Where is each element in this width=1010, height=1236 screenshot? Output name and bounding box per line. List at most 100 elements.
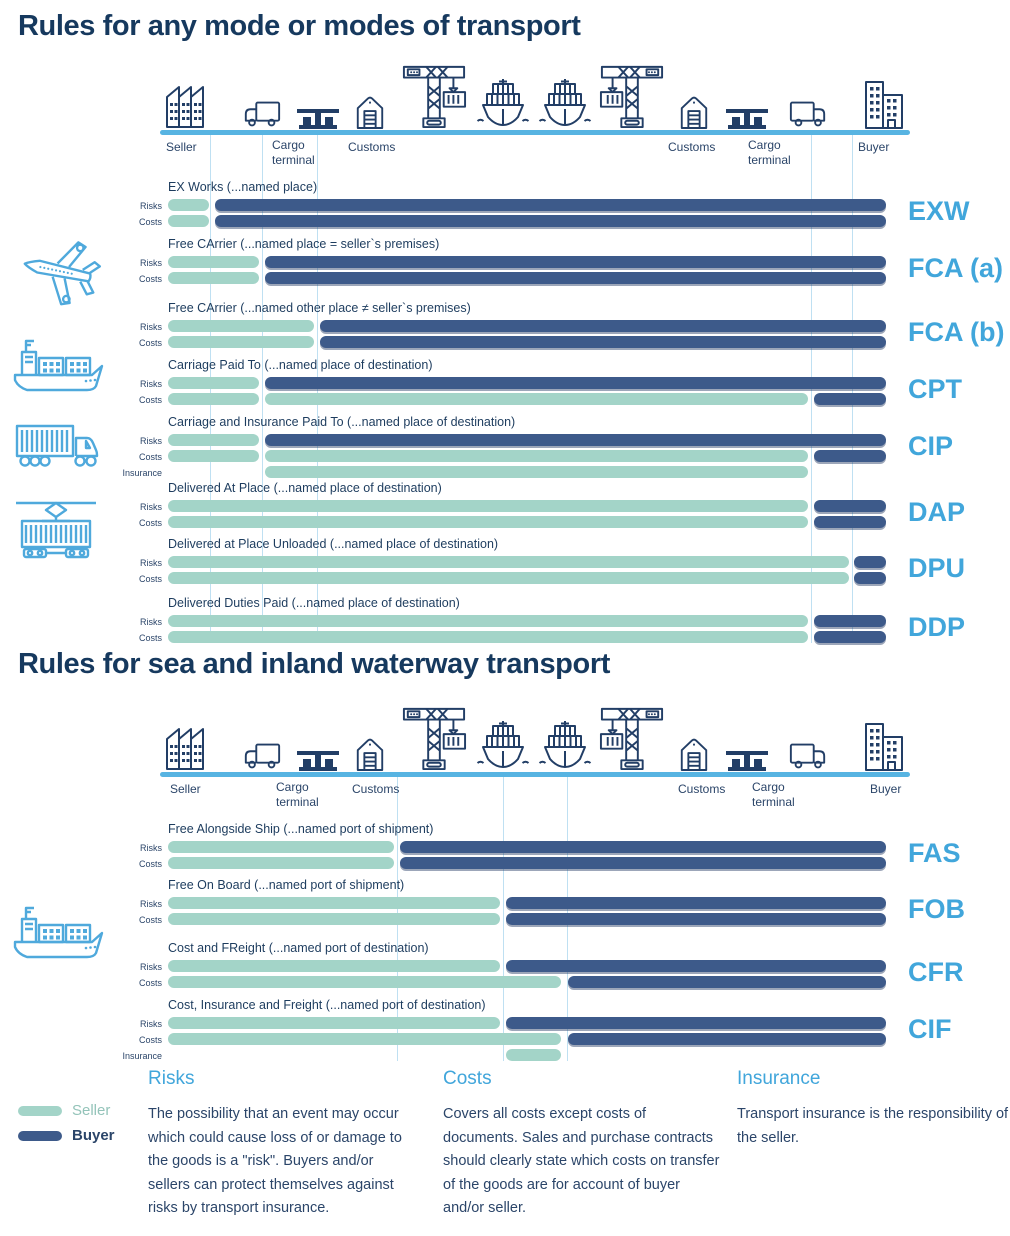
risks-bar-seller: [168, 556, 849, 568]
factory-icon: [162, 83, 214, 129]
semitruck-icon: [14, 420, 104, 472]
costs-bar-buyer: [400, 857, 886, 869]
ship-icon: [538, 719, 592, 771]
truck-icon: [788, 99, 828, 129]
costs-bar-buyer: [814, 516, 886, 528]
track-label: Costs: [138, 338, 162, 348]
track-label: Costs: [138, 274, 162, 284]
track-label: Insurance: [122, 1051, 162, 1061]
insurance-bar-seller: [265, 466, 808, 478]
track-label: Costs: [138, 978, 162, 988]
plane-icon: [16, 230, 102, 312]
risks-bar-seller: [168, 841, 394, 853]
zone-label: Cargo terminal: [748, 138, 791, 167]
risks-bar-seller: [168, 960, 500, 972]
ship-icon: [476, 719, 530, 771]
section1-title: Rules for any mode or modes of transport: [18, 10, 581, 42]
costs-bar-buyer: [320, 336, 886, 348]
zone-label: Customs: [348, 140, 396, 154]
truck-icon: [788, 741, 828, 771]
incoterm-name: Delivered At Place (...named place of de…: [168, 481, 442, 495]
terminal-icon: [295, 751, 341, 771]
risks-bar-buyer: [265, 377, 886, 389]
risks-bar-buyer: [506, 1017, 886, 1029]
guide-line: [262, 135, 263, 643]
track-label: Insurance: [122, 468, 162, 478]
costs-bar-buyer: [814, 631, 886, 643]
zone-label: Customs: [668, 140, 716, 154]
risks-bar-seller: [168, 199, 209, 211]
track-label: Risks: [140, 258, 162, 268]
track-label: Costs: [138, 395, 162, 405]
costs-bar-seller: [168, 572, 849, 584]
warehouse-icon: [354, 737, 386, 771]
costs-bar-seller: [168, 336, 314, 348]
track-label: Costs: [138, 452, 162, 462]
track-label: Costs: [138, 633, 162, 643]
zone-label: Buyer: [858, 140, 890, 154]
risks-footnote-text: The possibility that an event may occur …: [148, 1106, 402, 1216]
incoterm-code: FAS: [908, 838, 961, 868]
truck-icon: [242, 99, 282, 129]
insurance-footnote-title: Insurance: [737, 1068, 821, 1089]
track-label: Costs: [138, 574, 162, 584]
crane-icon: [596, 705, 668, 771]
incoterm-name: Delivered at Place Unloaded (...named pl…: [168, 537, 499, 551]
track-label: Risks: [140, 843, 162, 853]
costs-bar-seller: [265, 393, 808, 405]
risks-bar-seller: [168, 897, 500, 909]
cargoship-icon: [12, 336, 104, 396]
warehouse-icon: [678, 95, 710, 129]
zone-label: Customs: [352, 782, 400, 796]
risks-bar-buyer: [854, 556, 886, 568]
track-label: Risks: [140, 617, 162, 627]
zone-label: Seller: [166, 140, 197, 154]
warehouse-icon: [354, 95, 386, 129]
zone-label: Seller: [170, 782, 201, 796]
crane-icon: [398, 63, 470, 129]
risks-bar-buyer: [400, 841, 886, 853]
track-label: Risks: [140, 201, 162, 211]
train-icon: [14, 498, 98, 560]
risks-bar-seller: [168, 320, 314, 332]
risks-bar-seller: [168, 377, 259, 389]
terminal-icon: [724, 751, 770, 771]
terminal-icon: [295, 109, 341, 129]
risks-bar-buyer: [506, 897, 886, 909]
costs-bar-seller: [265, 450, 808, 462]
risks-bar-buyer: [814, 615, 886, 627]
costs-bar-seller: [168, 913, 500, 925]
track-label: Risks: [140, 436, 162, 446]
incoterm-name: EX Works (...named place): [168, 180, 318, 194]
costs-footnote-text: Covers all costs except costs of documen…: [443, 1106, 720, 1216]
incoterm-code: DDP: [908, 612, 966, 642]
costs-bar-buyer: [814, 393, 886, 405]
risks-bar-buyer: [814, 500, 886, 512]
buyer-legend-label: Buyer: [72, 1127, 115, 1144]
buyer-pill: [18, 1130, 62, 1141]
incoterm-name: Free CArrier (...named other place ≠ sel…: [168, 301, 471, 315]
track-label: Risks: [140, 558, 162, 568]
guide-line: [317, 135, 318, 643]
crane-icon: [596, 63, 668, 129]
crane-icon: [398, 705, 470, 771]
seller-legend-label: Seller: [72, 1102, 111, 1119]
incoterm-name: Carriage Paid To (...named place of dest…: [168, 358, 433, 372]
costs-footnote: Costs Covers all costs except costs of d…: [443, 1068, 721, 1221]
track-label: Costs: [138, 915, 162, 925]
incoterm-name: Free CArrier (...named place = seller`s …: [168, 237, 440, 251]
costs-bar-buyer: [215, 215, 886, 227]
insurance-footnote-text: Transport insurance is the responsibilit…: [737, 1106, 1009, 1146]
incoterm-name: Carriage and Insurance Paid To (...named…: [168, 415, 516, 429]
seller-pill: [18, 1105, 62, 1116]
legend: Seller Buyer: [18, 1098, 115, 1148]
risks-bar-seller: [168, 256, 259, 268]
costs-bar-seller: [168, 450, 259, 462]
ship-icon: [476, 77, 530, 129]
track-label: Risks: [140, 899, 162, 909]
incoterm-code: CIP: [908, 431, 954, 461]
risks-bar-buyer: [215, 199, 886, 211]
incoterm-code: CIF: [908, 1014, 952, 1044]
legend-seller-row: Seller: [18, 1098, 115, 1123]
incoterm-code: DAP: [908, 497, 966, 527]
